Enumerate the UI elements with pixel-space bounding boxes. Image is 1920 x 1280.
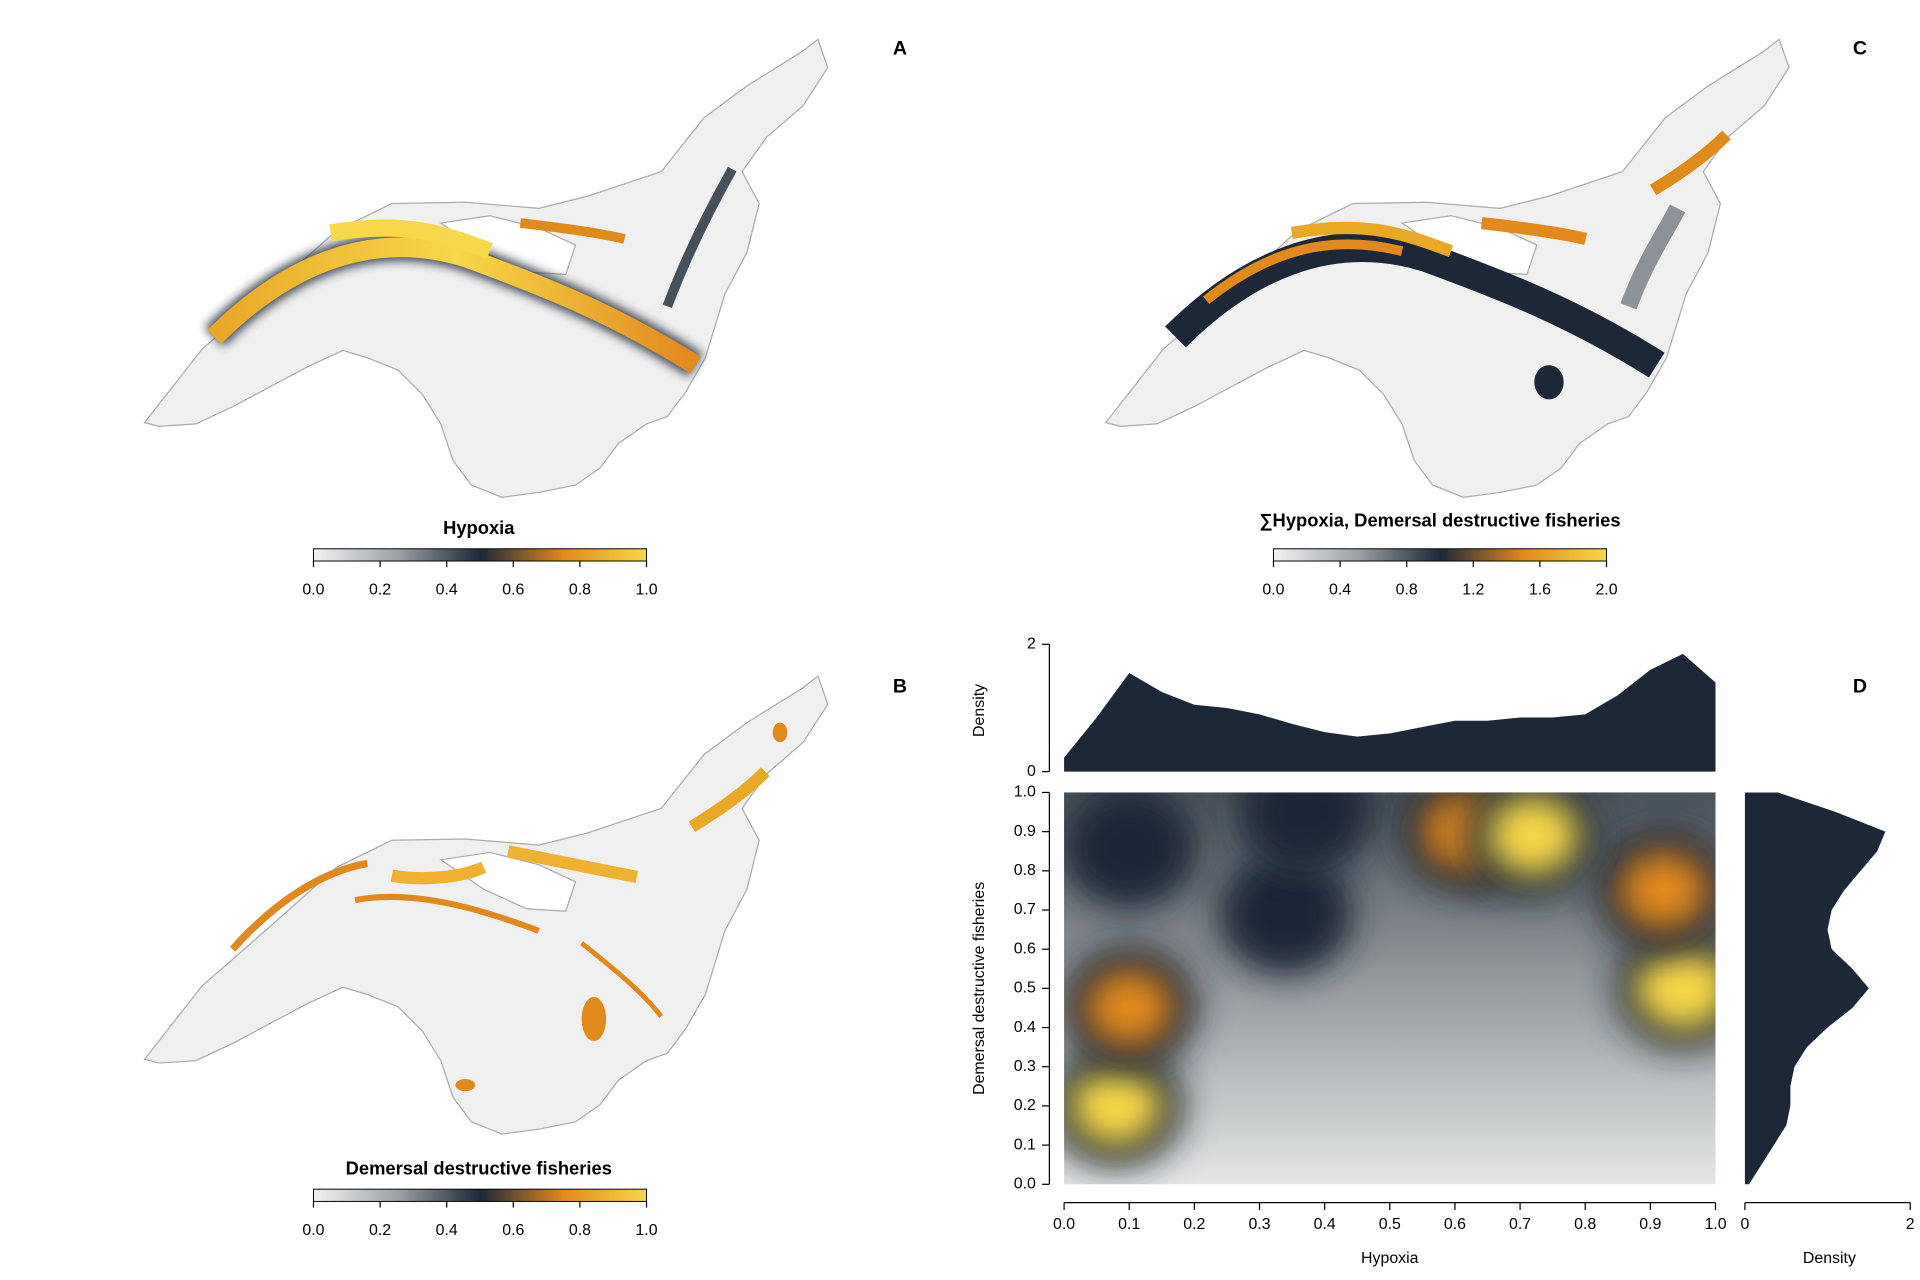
y-axis-label: Demersal destructive fisheries	[971, 882, 988, 1095]
hotspot-core	[1083, 968, 1175, 1048]
density-area	[1744, 792, 1886, 1185]
y-tick-label: 0.8	[1014, 862, 1036, 879]
colorbar-tick-label: 0.0	[302, 1222, 324, 1239]
hotspot	[1465, 792, 1601, 897]
y-tick-label: 0.6	[1014, 940, 1036, 957]
density-axis-label: Density	[1803, 1250, 1856, 1267]
hotspot	[1218, 852, 1353, 976]
hotspot	[1064, 946, 1197, 1070]
hotspot	[1237, 792, 1373, 874]
y-tick-label: 0.7	[1014, 901, 1036, 918]
y-tick-label: 0.2	[1014, 1097, 1036, 1114]
heatmap	[1064, 792, 1716, 1168]
hotspot	[1596, 829, 1716, 952]
colorbar-tick-label: 0.4	[1329, 582, 1351, 599]
colorbar-tick-label: 0.8	[1396, 582, 1418, 599]
hotspot-core	[1633, 945, 1716, 1032]
x-tick-label: 1.0	[1704, 1216, 1726, 1233]
y-tick-label: 1.0	[1014, 784, 1036, 801]
colorbar-title: ∑Hypoxia, Demersal destructive fisheries	[1259, 510, 1620, 532]
colorbar-tick-label: 0.0	[302, 582, 324, 599]
hotspot	[1064, 1044, 1184, 1168]
hotspot-core	[1485, 794, 1581, 877]
panel-label: A	[893, 37, 907, 59]
colorbar	[312, 1188, 648, 1202]
x-tick-label: 0.4	[1314, 1216, 1336, 1233]
colorbar-tick-label: 0.4	[436, 582, 458, 599]
colorbar-tick-label: 0.6	[502, 582, 524, 599]
density-axis-label: Density	[971, 684, 988, 737]
colorbar-tick-label: 0.2	[369, 582, 391, 599]
y-tick-label: 0.1	[1014, 1136, 1036, 1153]
x-axis-label: Hypoxia	[1361, 1250, 1419, 1267]
colorbar-tick-label: 0.8	[569, 1222, 591, 1239]
colorbar-tick-label: 0.2	[369, 1222, 391, 1239]
y-tick-label: 0.9	[1014, 823, 1036, 840]
x-tick-label: 0.9	[1639, 1216, 1661, 1233]
hotspot-halo	[1064, 792, 1197, 909]
map-c	[1105, 38, 1790, 498]
y-tick-label: 0.4	[1014, 1019, 1036, 1036]
colorbar-tick-label: 0.0	[1262, 582, 1284, 599]
x-tick-label: 2	[1906, 1216, 1915, 1233]
map-b	[143, 675, 829, 1135]
colorbar	[1272, 548, 1608, 562]
hotspot-halo	[1218, 852, 1353, 976]
colorbar-tick-label: 1.0	[635, 1222, 657, 1239]
colorbar-title: Demersal destructive fisheries	[346, 1157, 612, 1178]
x-tick-label: 0.1	[1118, 1216, 1140, 1233]
x-tick-label: 0.3	[1248, 1216, 1270, 1233]
colorbar-tick-label: 0.6	[502, 1222, 524, 1239]
hotspot-core	[1617, 850, 1710, 931]
hotspot-core	[1069, 1064, 1164, 1147]
colorbar-tick-label: 1.6	[1529, 582, 1551, 599]
colorbar	[312, 548, 648, 562]
colorbar-tick-label: 2.0	[1595, 582, 1617, 599]
x-tick-label: 0.8	[1574, 1216, 1596, 1233]
x-tick-label: 0.5	[1379, 1216, 1401, 1233]
y-tick-label: 0.5	[1014, 980, 1036, 997]
colorbar-tick-label: 0.4	[436, 1222, 458, 1239]
panel-label: B	[893, 675, 907, 697]
density-area	[1064, 653, 1716, 772]
y-tick-label: 0.3	[1014, 1058, 1036, 1075]
x-tick-label: 0.6	[1444, 1216, 1466, 1233]
colorbar-tick-label: 1.0	[635, 582, 657, 599]
y-tick-label: 2	[1027, 635, 1036, 652]
panel-label: D	[1853, 675, 1867, 697]
colorbar-title: Hypoxia	[443, 517, 515, 538]
colorbar-tick-label: 1.2	[1462, 582, 1484, 599]
x-tick-label: 0.0	[1053, 1216, 1075, 1233]
hotspot-halo	[1237, 792, 1373, 874]
x-tick-label: 0	[1740, 1216, 1749, 1233]
colorbar-tick-label: 0.8	[569, 582, 591, 599]
x-tick-label: 0.2	[1183, 1216, 1205, 1233]
panel-label: C	[1853, 37, 1867, 59]
x-tick-label: 0.7	[1509, 1216, 1531, 1233]
hotspot	[1615, 927, 1716, 1050]
y-tick-label: 0.0	[1014, 1175, 1036, 1192]
map-a	[143, 38, 829, 498]
hotspot	[1064, 792, 1197, 909]
y-tick-label: 0	[1027, 763, 1036, 780]
